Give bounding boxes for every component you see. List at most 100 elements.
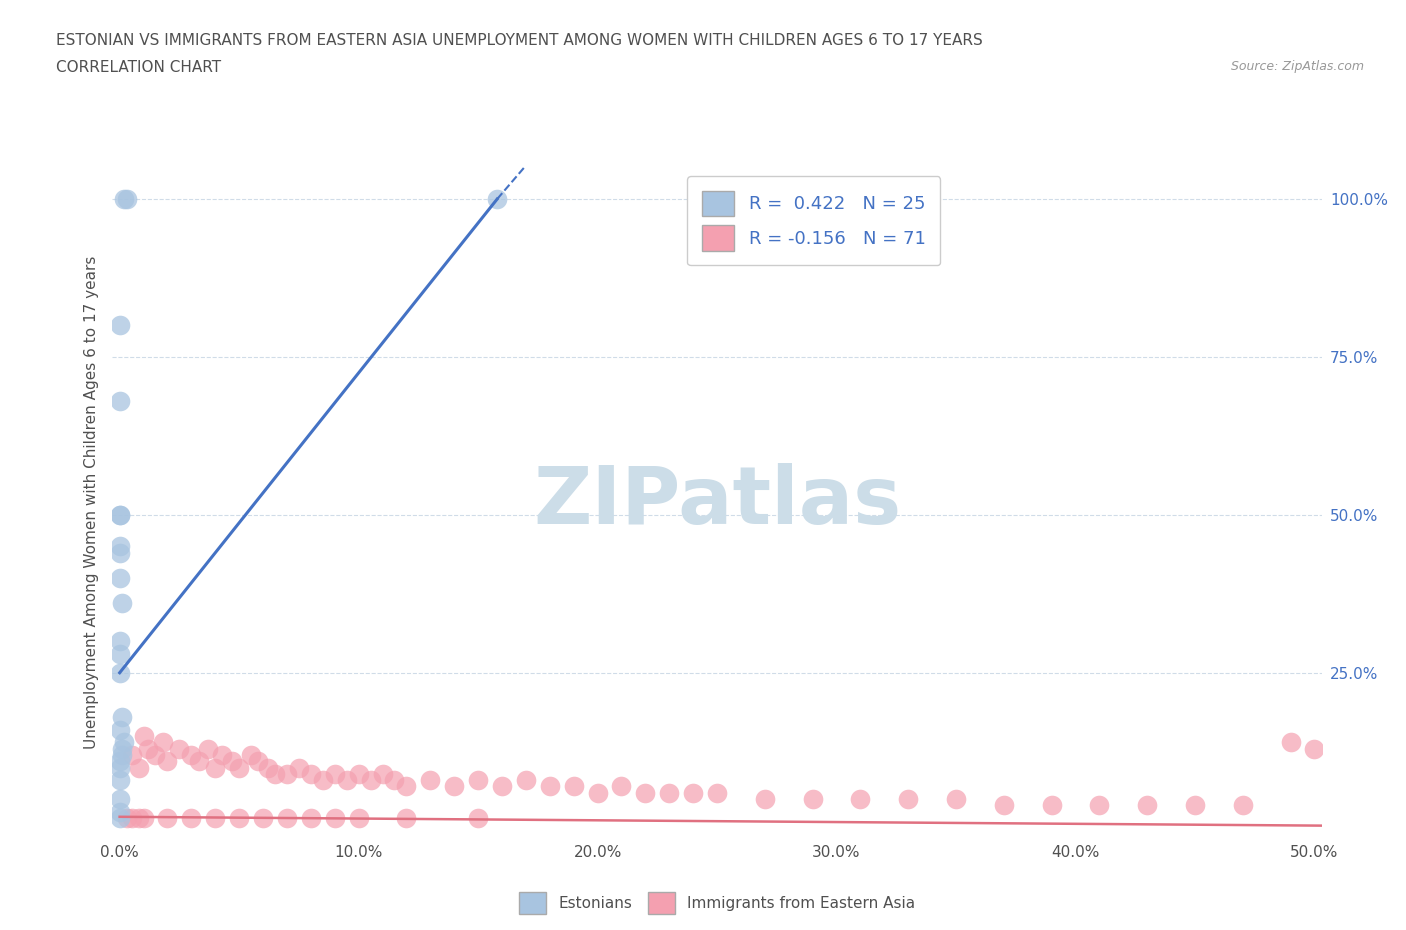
Point: [419, 773, 441, 788]
Point: [1279, 735, 1302, 750]
Point: [121, 811, 143, 826]
Point: [132, 811, 155, 826]
Point: [180, 748, 202, 763]
Text: CORRELATION CHART: CORRELATION CHART: [56, 60, 221, 75]
Point: [111, 741, 134, 756]
Point: [336, 773, 359, 788]
Point: [395, 811, 418, 826]
Point: [360, 773, 382, 788]
Point: [108, 539, 131, 554]
Point: [486, 192, 509, 206]
Point: [221, 753, 243, 768]
Point: [1184, 798, 1206, 813]
Point: [111, 710, 134, 724]
Point: [586, 785, 609, 800]
Point: [276, 811, 298, 826]
Y-axis label: Unemployment Among Women with Children Ages 6 to 17 years: Unemployment Among Women with Children A…: [83, 256, 98, 749]
Point: [197, 741, 219, 756]
Point: [467, 811, 489, 826]
Point: [204, 760, 226, 775]
Point: [247, 753, 270, 768]
Point: [108, 723, 131, 737]
Point: [849, 791, 872, 806]
Point: [180, 811, 202, 826]
Point: [228, 760, 250, 775]
Point: [240, 748, 263, 763]
Point: [323, 766, 346, 781]
Point: [264, 766, 287, 781]
Point: [112, 735, 135, 750]
Point: [384, 773, 406, 788]
Point: [111, 748, 134, 763]
Point: [156, 811, 179, 826]
Point: [706, 785, 728, 800]
Point: [108, 571, 131, 586]
Point: [312, 773, 335, 788]
Point: [108, 318, 131, 333]
Point: [156, 753, 179, 768]
Point: [115, 811, 138, 826]
Point: [1040, 798, 1063, 813]
Legend: Estonians, Immigrants from Eastern Asia: Estonians, Immigrants from Eastern Asia: [509, 884, 925, 923]
Point: [945, 791, 967, 806]
Point: [204, 811, 226, 826]
Point: [108, 811, 131, 826]
Text: ZIPatlas: ZIPatlas: [533, 463, 901, 541]
Point: [682, 785, 704, 800]
Point: [288, 760, 311, 775]
Point: [111, 596, 134, 611]
Point: [252, 811, 274, 826]
Point: [108, 633, 131, 648]
Point: [395, 779, 418, 794]
Point: [108, 393, 131, 408]
Point: [145, 748, 167, 763]
Point: [108, 791, 131, 806]
Point: [299, 811, 322, 826]
Point: [108, 508, 131, 523]
Point: [491, 779, 513, 794]
Point: [562, 779, 585, 794]
Point: [108, 773, 131, 788]
Point: [347, 766, 370, 781]
Point: [108, 760, 131, 775]
Point: [108, 508, 131, 523]
Point: [658, 785, 681, 800]
Point: [136, 741, 159, 756]
Point: [347, 811, 370, 826]
Point: [1136, 798, 1159, 813]
Point: [128, 811, 150, 826]
Point: [634, 785, 657, 800]
Point: [112, 192, 135, 206]
Point: [228, 811, 250, 826]
Point: [993, 798, 1015, 813]
Point: [211, 748, 233, 763]
Point: [1232, 798, 1254, 813]
Point: [256, 760, 278, 775]
Point: [115, 192, 138, 206]
Point: [108, 545, 131, 560]
Text: ESTONIAN VS IMMIGRANTS FROM EASTERN ASIA UNEMPLOYMENT AMONG WOMEN WITH CHILDREN : ESTONIAN VS IMMIGRANTS FROM EASTERN ASIA…: [56, 33, 983, 47]
Point: [108, 804, 131, 819]
Point: [371, 766, 394, 781]
Point: [443, 779, 465, 794]
Point: [132, 728, 155, 743]
Point: [801, 791, 824, 806]
Point: [121, 748, 143, 763]
Point: [538, 779, 561, 794]
Point: [108, 753, 131, 768]
Point: [169, 741, 191, 756]
Point: [754, 791, 776, 806]
Point: [152, 735, 174, 750]
Point: [299, 766, 322, 781]
Point: [108, 646, 131, 661]
Point: [187, 753, 209, 768]
Point: [323, 811, 346, 826]
Point: [108, 665, 131, 680]
Point: [515, 773, 537, 788]
Point: [1088, 798, 1111, 813]
Text: Source: ZipAtlas.com: Source: ZipAtlas.com: [1230, 60, 1364, 73]
Point: [276, 766, 298, 781]
Point: [897, 791, 920, 806]
Point: [128, 760, 150, 775]
Point: [467, 773, 489, 788]
